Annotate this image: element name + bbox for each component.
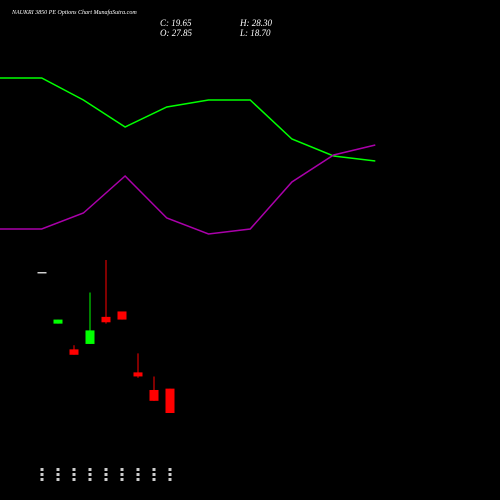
candle-body (165, 388, 175, 413)
candle-body (69, 349, 79, 355)
x-tick-glyph (152, 468, 156, 471)
x-tick-glyph (104, 478, 108, 481)
x-tick-glyph (40, 478, 44, 481)
x-tick-glyph (72, 478, 76, 481)
candle (165, 388, 175, 413)
x-tick-glyph (56, 468, 60, 471)
x-tick-glyph (104, 468, 108, 471)
candle (69, 345, 79, 355)
x-tick-glyph (136, 468, 140, 471)
candle (85, 292, 95, 344)
x-tick-glyph (72, 473, 76, 476)
candle-body (149, 389, 159, 401)
x-tick-glyph (168, 468, 172, 471)
candle-body (37, 272, 47, 274)
indicator-lines (0, 77, 376, 235)
x-tick-glyph (120, 478, 124, 481)
candle (117, 311, 127, 320)
x-tick-glyph (88, 473, 92, 476)
open-value: O: 27.85 (160, 28, 192, 38)
x-tick-glyph (88, 478, 92, 481)
x-tick-glyph (120, 473, 124, 476)
candle (101, 260, 111, 324)
low-value: L: 18.70 (240, 28, 271, 38)
x-tick-glyph (56, 473, 60, 476)
purple-indicator-line (0, 144, 376, 235)
green-indicator-line (0, 77, 376, 162)
candle (37, 272, 47, 274)
high-value: H: 28.30 (240, 18, 272, 28)
x-tick-glyph (40, 473, 44, 476)
x-tick-glyph (168, 473, 172, 476)
candle (149, 376, 159, 401)
x-tick-glyph (152, 473, 156, 476)
candle (133, 353, 143, 378)
candle-body (53, 319, 63, 324)
x-tick-glyph (168, 478, 172, 481)
x-tick-glyph (72, 468, 76, 471)
x-tick-glyph (56, 478, 60, 481)
candlesticks (37, 260, 175, 413)
close-value: C: 19.65 (160, 18, 192, 28)
chart-title: NAUKRI 3850 PE Options Chart MunafaSutra… (12, 10, 137, 16)
x-tick-glyph (120, 468, 124, 471)
x-tick-glyph (88, 468, 92, 471)
x-tick-glyph (136, 473, 140, 476)
candle-body (117, 311, 127, 320)
candle-body (85, 330, 95, 344)
x-tick-glyph (152, 478, 156, 481)
candle-body (133, 372, 143, 377)
candle-body (101, 316, 111, 323)
x-axis-labels (40, 468, 172, 481)
x-tick-glyph (40, 468, 44, 471)
x-tick-glyph (136, 478, 140, 481)
x-tick-glyph (104, 473, 108, 476)
candle (53, 319, 63, 324)
